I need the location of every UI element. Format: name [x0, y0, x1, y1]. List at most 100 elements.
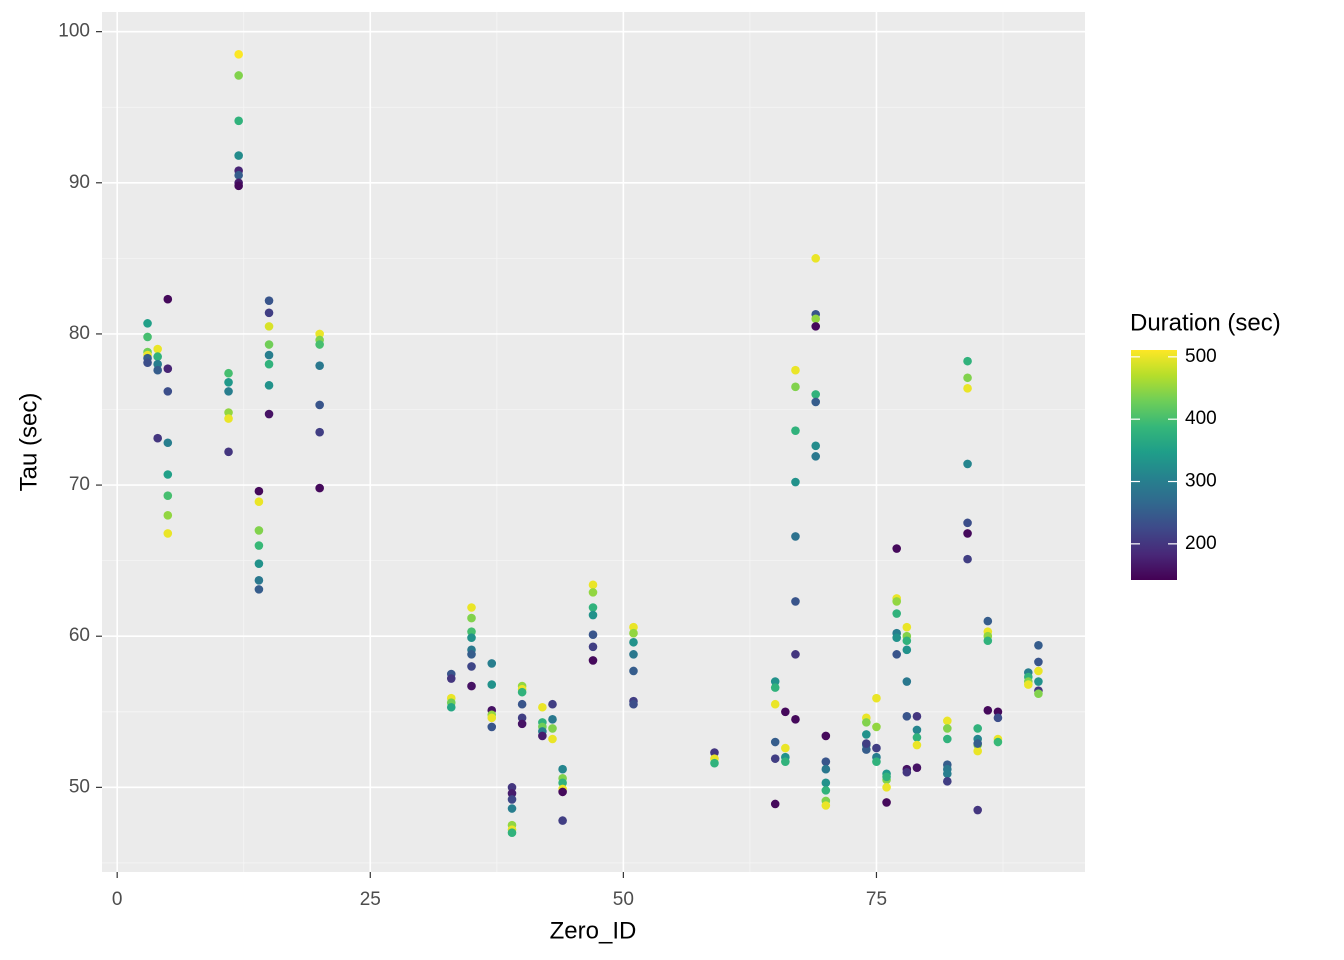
point — [912, 725, 922, 735]
point — [943, 716, 952, 726]
point — [912, 712, 922, 721]
point — [821, 778, 831, 788]
point — [254, 585, 264, 594]
point — [224, 414, 233, 423]
point — [872, 757, 881, 766]
point — [892, 544, 902, 553]
point — [588, 580, 598, 590]
point — [264, 409, 274, 419]
y-tick-label: 100 — [58, 21, 90, 42]
point — [811, 322, 821, 331]
point — [912, 740, 922, 750]
x-axis-title: Zero_ID — [550, 917, 637, 944]
point — [264, 381, 274, 390]
point — [821, 731, 831, 741]
point — [315, 329, 324, 339]
point — [234, 116, 243, 126]
point — [963, 384, 972, 393]
point — [993, 707, 1003, 717]
point — [973, 746, 982, 756]
point — [710, 748, 719, 757]
point — [1034, 677, 1043, 686]
point — [558, 778, 567, 788]
point — [791, 382, 800, 392]
point — [821, 764, 831, 774]
point — [163, 529, 173, 538]
point — [153, 359, 162, 369]
point — [902, 677, 912, 686]
point — [943, 769, 952, 779]
point — [143, 358, 152, 367]
colorbar-tick-label: 200 — [1185, 533, 1217, 554]
y-tick-label: 50 — [69, 776, 90, 797]
point — [973, 724, 982, 733]
point — [791, 650, 800, 659]
point — [872, 743, 881, 753]
point — [791, 597, 800, 606]
point — [163, 364, 173, 373]
point — [902, 645, 912, 655]
point — [912, 763, 922, 773]
point — [629, 622, 638, 632]
point — [315, 427, 324, 437]
point — [588, 588, 598, 597]
point — [507, 783, 517, 792]
point — [943, 734, 952, 744]
point — [993, 737, 1003, 747]
point — [163, 294, 173, 304]
point — [538, 731, 547, 741]
point — [153, 344, 162, 354]
point — [315, 483, 324, 493]
point — [264, 308, 274, 318]
legend-title: Duration (sec) — [1130, 309, 1281, 336]
point — [629, 650, 638, 659]
point — [770, 683, 780, 692]
point — [902, 622, 912, 632]
point — [467, 603, 476, 612]
point — [892, 597, 902, 606]
point — [153, 365, 162, 375]
point — [264, 350, 274, 360]
point — [943, 777, 952, 786]
point — [507, 804, 517, 813]
point — [1034, 689, 1043, 698]
point — [973, 805, 982, 815]
point — [446, 702, 456, 712]
point — [143, 332, 152, 342]
point — [558, 816, 567, 825]
point — [558, 787, 567, 797]
point — [254, 526, 264, 535]
panel — [102, 12, 1085, 872]
point — [234, 50, 243, 59]
point — [264, 322, 274, 331]
point — [153, 352, 162, 361]
point — [791, 365, 800, 375]
point — [902, 712, 912, 721]
point — [943, 724, 952, 733]
point — [548, 724, 557, 733]
point — [224, 447, 233, 457]
point — [315, 361, 324, 370]
point — [811, 314, 821, 324]
point — [963, 529, 972, 538]
point — [770, 737, 780, 747]
point — [629, 699, 638, 709]
point — [315, 400, 324, 410]
point — [963, 373, 972, 383]
point — [892, 650, 902, 659]
point — [507, 789, 517, 798]
point — [629, 666, 638, 676]
point — [781, 743, 790, 753]
point — [153, 433, 162, 443]
point — [224, 377, 233, 387]
point — [538, 702, 547, 712]
point — [264, 340, 274, 349]
point — [862, 739, 871, 748]
y-tick-label: 60 — [69, 625, 90, 646]
point — [234, 151, 243, 160]
point — [882, 798, 891, 807]
point — [163, 511, 173, 520]
point — [821, 786, 831, 795]
point — [588, 630, 598, 640]
